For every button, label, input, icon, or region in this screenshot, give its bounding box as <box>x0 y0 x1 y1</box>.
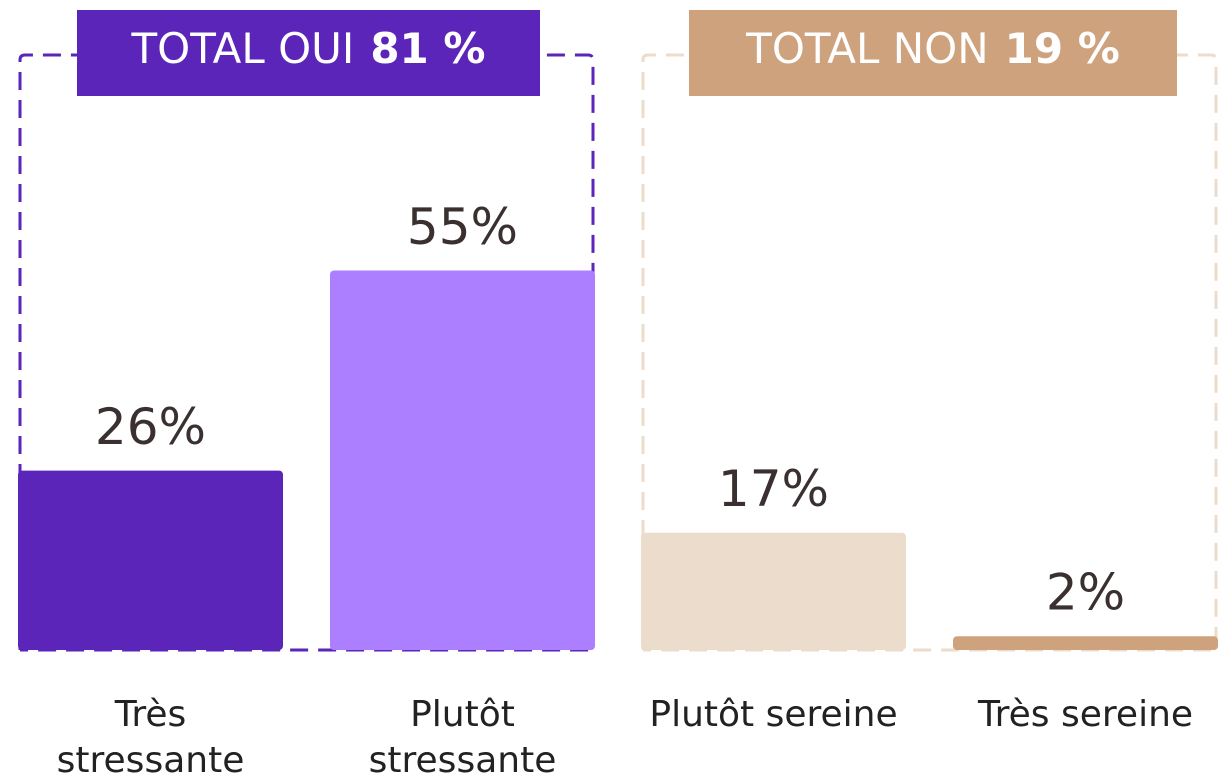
group-bracket <box>641 53 1218 652</box>
category-label: Plutôt sereine <box>649 694 898 735</box>
group-total: 19 % <box>1005 24 1120 73</box>
value-label: 2% <box>1046 564 1125 622</box>
category-label: Très stressante <box>56 694 245 781</box>
group-header-text: TOTAL OUI 81 % <box>131 24 486 73</box>
category-label: Plutôt stressante <box>368 694 557 781</box>
group-bracket <box>18 53 595 652</box>
value-label: 55% <box>407 198 518 256</box>
group-total: 81 % <box>370 24 485 73</box>
group-header <box>77 10 540 96</box>
value-label: 26% <box>95 398 206 456</box>
value-label: 17% <box>718 460 829 518</box>
bar <box>953 636 1218 650</box>
bar <box>18 470 283 650</box>
group-header <box>689 10 1177 96</box>
group-label: TOTAL OUI <box>131 24 355 73</box>
group-label: TOTAL NON <box>745 24 988 73</box>
category-label: Très sereine <box>977 694 1194 735</box>
bar <box>330 270 595 650</box>
bar <box>641 532 906 650</box>
group-header-text: TOTAL NON 19 % <box>745 24 1120 73</box>
